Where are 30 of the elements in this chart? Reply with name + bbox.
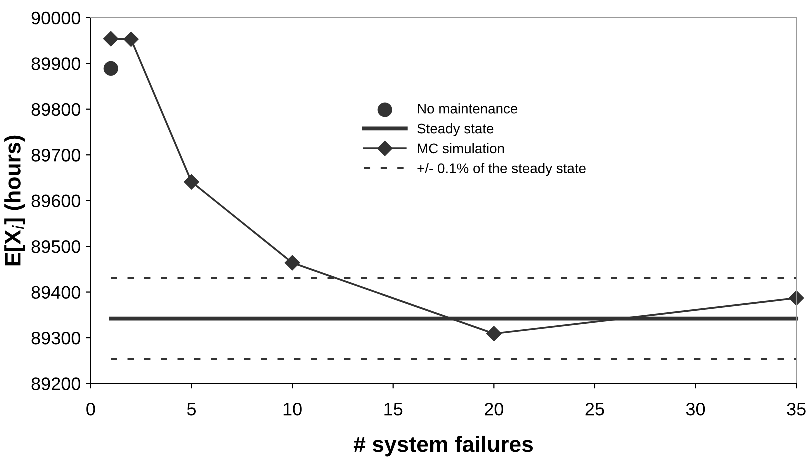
point [184, 174, 200, 190]
legend-label: Steady state [418, 123, 494, 136]
y-tick-label: 89700 [32, 149, 81, 162]
point [104, 31, 119, 47]
point [789, 290, 804, 306]
point [284, 255, 300, 271]
y-tick-label: 89300 [32, 332, 81, 345]
x-tick-label: 35 [787, 402, 806, 416]
y-tick-label: 89400 [32, 286, 81, 300]
x-tick-label: 25 [586, 402, 604, 416]
y-tick-label: 89200 [32, 378, 81, 390]
x-tick-label: 15 [384, 403, 403, 416]
point [486, 326, 502, 342]
x-tick-label: 5 [187, 403, 196, 416]
x-tick-label: 30 [686, 402, 706, 416]
x-tick-label: 20 [485, 402, 504, 416]
y-tick-label: 89500 [32, 240, 81, 254]
x-tick-label: 10 [284, 402, 302, 416]
legend-label: MC simulation [418, 143, 504, 154]
point [104, 61, 118, 76]
point [124, 32, 139, 47]
y-axis-title: E[X$_{i}$] (hours) [4, 136, 26, 266]
y-tick-label: 89800 [32, 103, 81, 116]
y-tick-label: 90000 [32, 12, 81, 25]
x-axis-title: # system failures [354, 436, 534, 457]
legend-label: +/- 0.1% of the steady state [418, 163, 586, 176]
y-tick-label: 89900 [32, 58, 81, 70]
legend-label: No maintenance [418, 104, 518, 114]
x-tick-label: 0 [86, 402, 96, 416]
y-tick-label: 89600 [32, 194, 81, 208]
